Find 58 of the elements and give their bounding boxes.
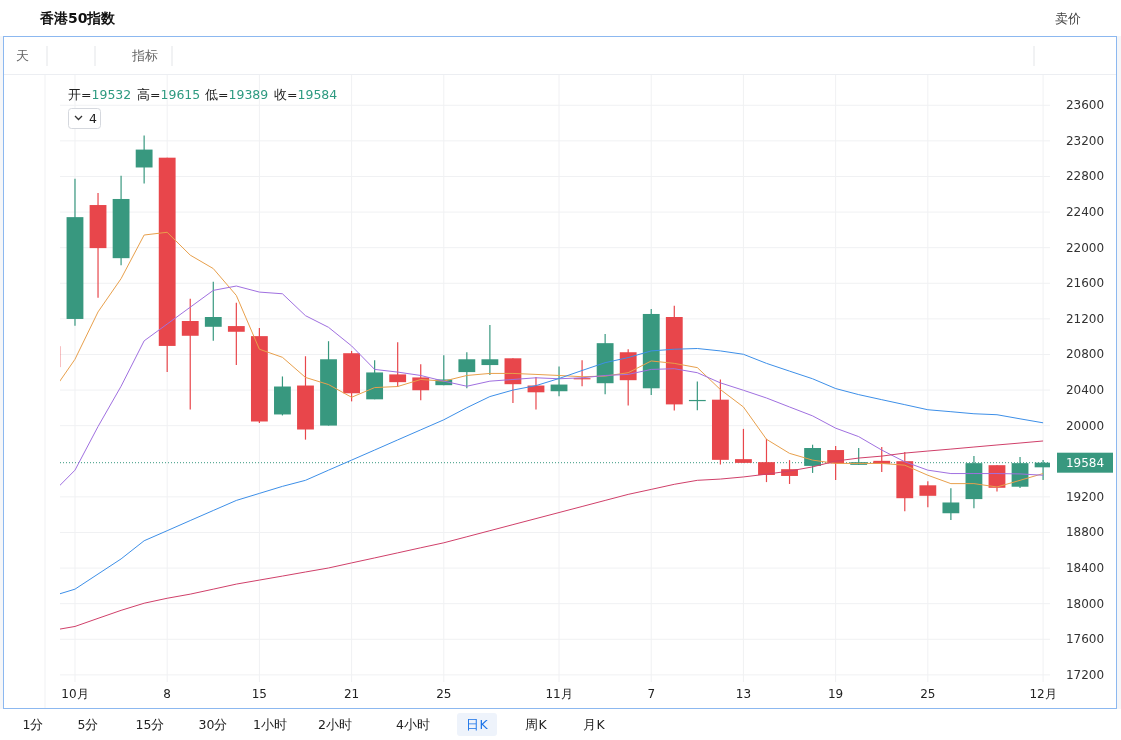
y-tick-label: 18000 <box>1065 596 1105 611</box>
annotation: 低=19389 <box>205 87 269 102</box>
x-tick-label: 19 <box>827 687 844 701</box>
candlestick <box>181 298 199 410</box>
x-tick-label: 25 <box>436 687 452 701</box>
x-tick-label: 15 <box>251 687 268 701</box>
chart-title: 香港50指数 <box>39 10 117 26</box>
annotation: 4 <box>89 111 97 126</box>
y-tick-label: 22000 <box>1065 240 1105 255</box>
text: 天 <box>15 48 29 63</box>
candlestick <box>481 324 499 376</box>
candlestick <box>942 487 960 521</box>
x-tick-label: 7 <box>647 687 656 701</box>
annotation: 高=19615 <box>137 87 201 102</box>
text: 月K <box>583 717 606 732</box>
text: 1小时 <box>253 717 287 732</box>
text: 4小时 <box>396 717 430 732</box>
x-tick-label: 10月 <box>61 687 89 701</box>
text: 卖价 <box>1055 11 1081 26</box>
text: 30分 <box>198 717 228 732</box>
x-tick-label: 8 <box>163 687 171 701</box>
candlestick <box>227 302 245 366</box>
y-tick-label: 17200 <box>1065 667 1105 682</box>
text: 日K <box>466 717 489 732</box>
text: 15分 <box>135 717 165 732</box>
y-tick-label: 17600 <box>1065 632 1105 647</box>
y-tick-label: 21200 <box>1065 311 1105 326</box>
candlestick <box>135 134 153 185</box>
y-tick-label: 22800 <box>1065 169 1105 184</box>
candlestick <box>919 480 937 508</box>
x-tick-label: 13 <box>735 687 752 701</box>
y-tick-label: 21600 <box>1065 276 1105 291</box>
candlestick <box>204 281 222 342</box>
y-tick-label: 22400 <box>1065 205 1105 220</box>
text: 1分 <box>22 717 44 732</box>
candlestick <box>735 428 752 464</box>
ref-line-label: 19584 <box>1065 456 1105 471</box>
x-tick-label: 12月 <box>1029 687 1057 701</box>
y-tick-label: 18800 <box>1065 525 1105 540</box>
annotation: 开=19532 <box>68 87 132 102</box>
text: 周K <box>525 717 548 732</box>
candlestick <box>458 351 476 389</box>
text: 5分 <box>77 717 99 732</box>
x-tick-label: 21 <box>343 687 360 701</box>
y-tick-label: 23200 <box>1065 133 1105 148</box>
y-tick-label: 20800 <box>1065 347 1105 362</box>
y-tick-label: 20400 <box>1065 383 1105 398</box>
y-tick-label: 23600 <box>1065 98 1105 113</box>
y-tick-label: 18400 <box>1065 561 1105 576</box>
y-tick-label: 19200 <box>1065 489 1105 504</box>
candlestick <box>758 438 775 483</box>
annotation: 收=19584 <box>274 87 338 102</box>
text: 指标 <box>131 48 158 63</box>
x-tick-label: 25 <box>920 687 936 701</box>
y-tick-label: 20000 <box>1065 418 1105 433</box>
text: 2小时 <box>318 717 352 732</box>
candlestick <box>389 341 407 388</box>
x-tick-label: 11月 <box>545 687 573 701</box>
